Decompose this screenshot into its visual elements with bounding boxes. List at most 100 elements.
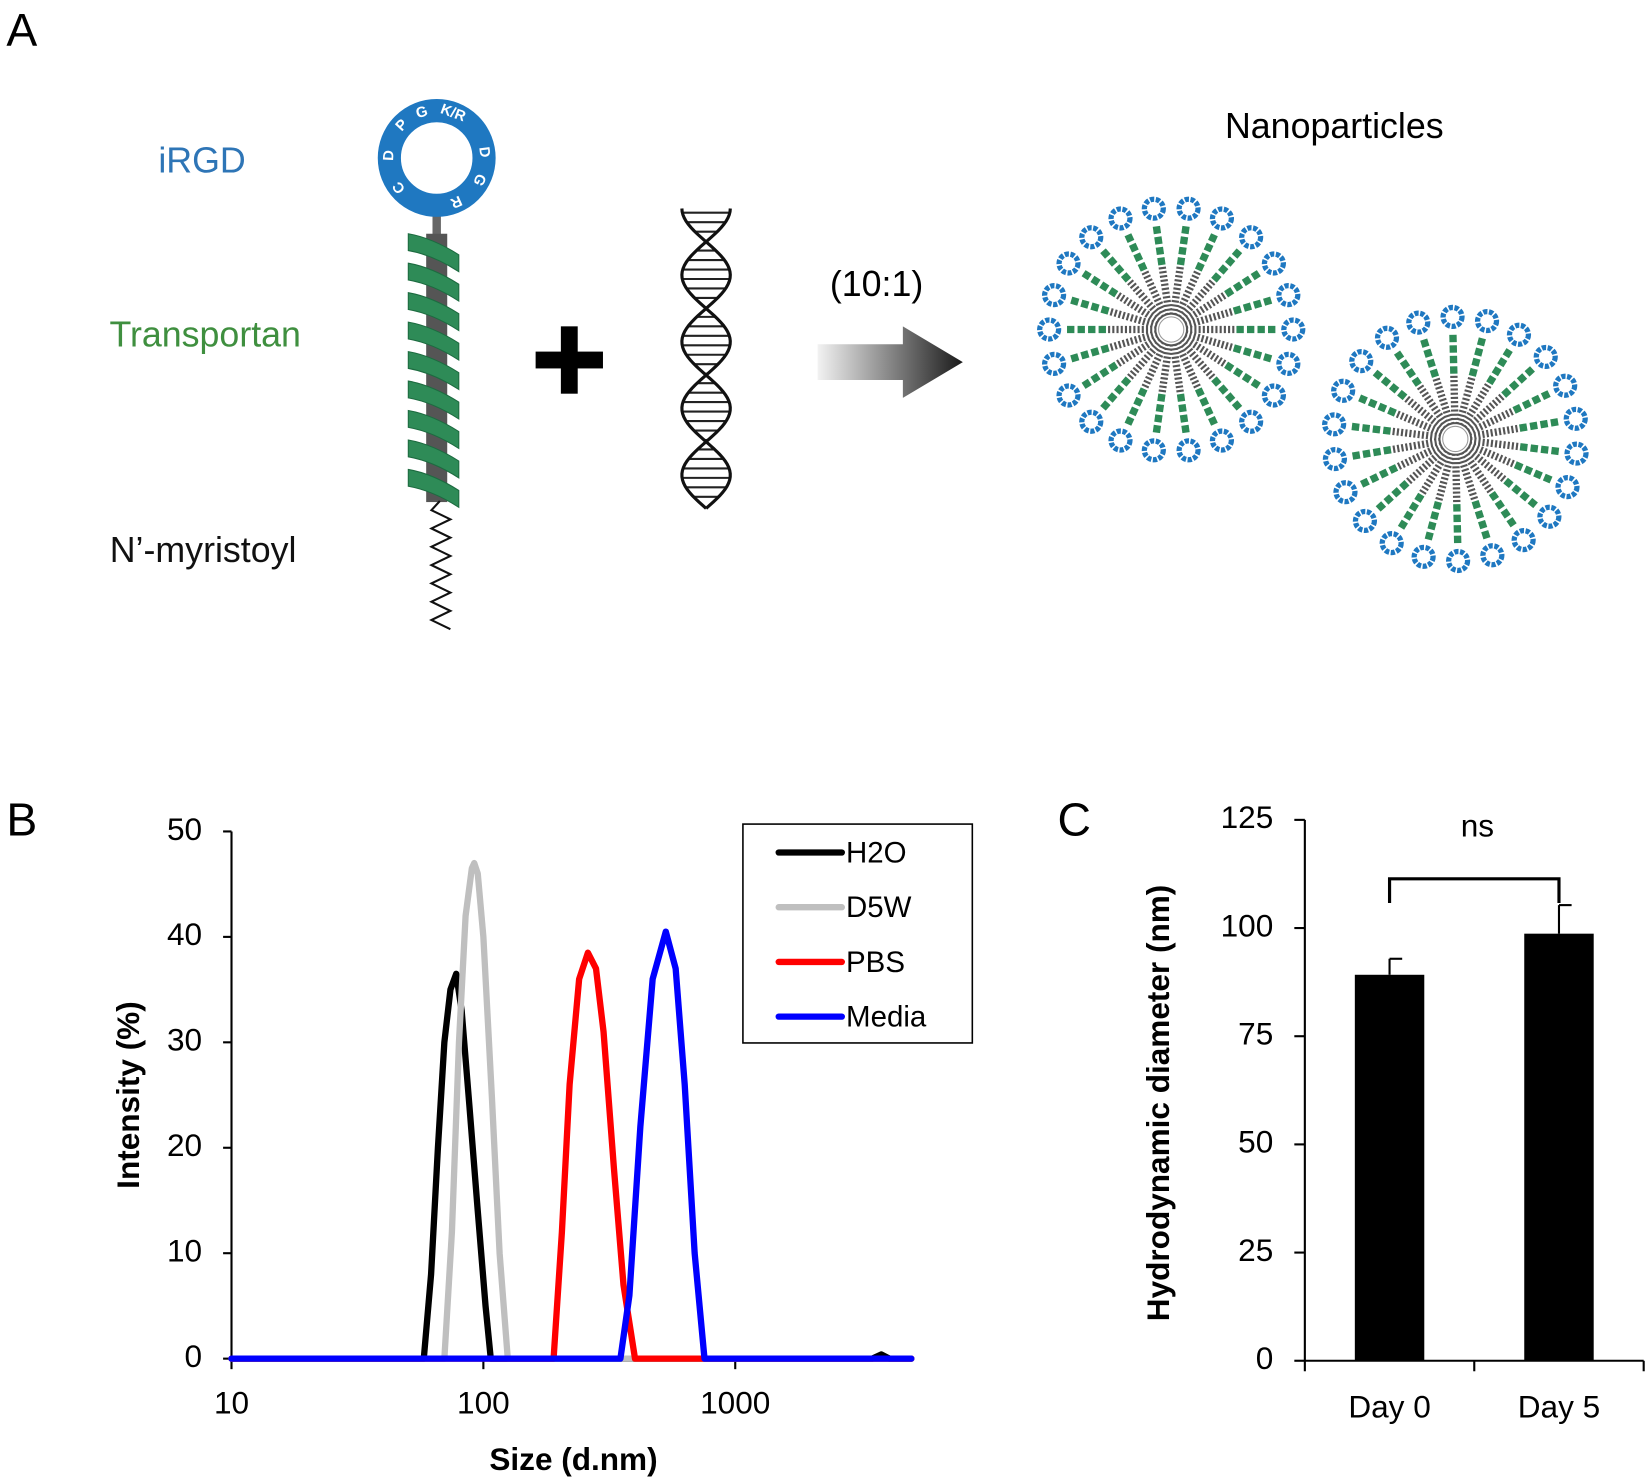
panel-label: B [6,793,37,845]
y-tick-label: 50 [1238,1124,1273,1160]
np-peptide [1350,422,1391,435]
np-core [1442,425,1469,453]
np-peptide [1424,500,1442,542]
np-ring [1537,504,1562,529]
np-peptide [1357,394,1397,417]
np-peptide [1519,417,1560,432]
np-ring [1555,475,1580,500]
np-dna [1140,268,1169,318]
np-peptide [1152,393,1166,435]
np-dna [1451,453,1461,505]
ring-letter: D [475,146,492,159]
np-ring [1564,441,1589,466]
np-dna [1469,424,1521,441]
np-ring [1079,225,1104,250]
chart-b: 0 10 20 30 40 50 10 100 1000 Size (d.nm) Intensity… [110,811,974,1477]
np-ring [1261,251,1286,276]
np-ring [1553,373,1578,398]
np-dna [1114,291,1161,325]
np-ring [1440,304,1465,330]
np-ring [1374,325,1400,350]
irgd-ring [377,99,496,217]
np-peptide [1471,499,1491,541]
np-peptide [1232,344,1274,363]
np-dna [1395,442,1444,471]
np-dna [1181,334,1229,368]
np-peptide [1232,296,1274,315]
np-peptide [1359,464,1399,489]
x-tick-label: 1000 [700,1384,770,1420]
np-dna [1434,452,1456,503]
y-tick-label: 75 [1238,1016,1273,1052]
np-peptide [1501,365,1536,398]
ratio-label: (10:1) [830,264,923,304]
np-dna [1464,445,1508,484]
chart-c: 0 25 50 75 100 125 Hydrodynamic diameter (nm) D… [1140,799,1645,1424]
np-ring [1506,322,1532,347]
bar [1354,974,1425,1361]
np-ring [1041,351,1067,376]
np-dna [1114,334,1161,368]
series-line [228,859,915,1362]
np-ring [1281,317,1306,342]
np-peptide [1350,446,1392,460]
np-peptide [1468,336,1487,377]
panel-label: A [6,4,37,56]
np-ring [1108,428,1133,453]
x-tick-label: 100 [457,1384,510,1420]
np-ring [1322,446,1348,472]
x-tick-label: 10 [214,1384,249,1420]
y-tick-label: 10 [167,1233,202,1269]
series-line [228,949,915,1362]
np-ring [1209,206,1235,231]
np-ring [1533,344,1558,370]
y-tick-label: 40 [167,916,202,952]
y-tick-label: 0 [1256,1340,1274,1376]
helix-turn [407,321,460,361]
np-ring [1041,283,1067,308]
np-dna [1158,264,1173,316]
np-peptide [1224,269,1262,298]
x-tick-label: Day 0 [1348,1388,1430,1424]
np-dna [1450,373,1459,425]
np-ring [1056,251,1081,276]
np-peptide [1453,504,1462,545]
irgd-label: iRGD [158,141,245,181]
strand [680,208,732,510]
np-dna [1181,291,1229,325]
annotation: ns [1461,808,1494,844]
np-peptide [1503,477,1539,509]
np-ring [1563,406,1588,431]
panel-label: C [1058,793,1091,845]
significance-bracket [1387,877,1561,904]
np-ring [1276,351,1301,376]
np-ring [1276,283,1301,308]
y-tick-label: 50 [167,811,202,847]
np-peptide [1488,490,1518,529]
np-ring [1511,527,1536,553]
np-peptide [1080,361,1119,390]
y-tick-label: 0 [184,1338,202,1374]
y-axis-label: Intensity (%) [110,1001,146,1189]
y-tick-label: 125 [1221,799,1274,835]
np-dna [1467,441,1517,469]
np-peptide [1419,337,1440,378]
x-tick-label: Day 5 [1518,1388,1600,1424]
np-peptide [1513,461,1554,484]
np-ring [1333,480,1358,505]
np-peptide [1371,369,1408,401]
np-ring [1141,438,1166,463]
helix-turn [407,380,460,420]
strand [680,208,732,510]
np-peptide [1211,376,1243,412]
np-dna [1466,407,1516,436]
np-ring [1352,508,1378,534]
np-ring [1379,531,1404,556]
helix-turn [407,262,460,303]
ring-letter: D [381,149,398,161]
np-ring [1176,196,1201,221]
np-ring [1108,206,1133,231]
np-dna [1469,437,1521,451]
